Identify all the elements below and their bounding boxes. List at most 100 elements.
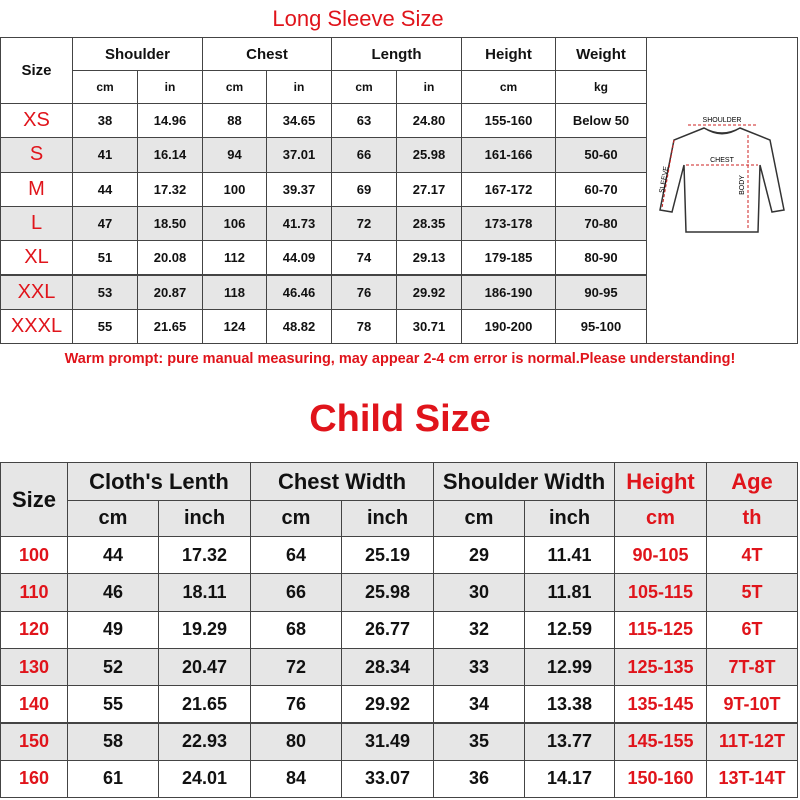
value-cell: 145-155 — [614, 722, 707, 761]
value-cell: 105-115 — [614, 573, 707, 612]
value-cell: 16.14 — [137, 137, 203, 173]
value-cell: 11T-12T — [706, 722, 798, 761]
value-cell: 4T — [706, 536, 798, 575]
value-cell: 55 — [72, 308, 138, 345]
value-cell: 34.65 — [266, 103, 332, 139]
diagram-label: SLEEVE — [659, 165, 671, 193]
value-cell: 18.11 — [158, 573, 251, 612]
unit-header: cm — [461, 70, 556, 104]
value-cell: 27.17 — [396, 171, 462, 207]
value-cell: 95-100 — [555, 308, 647, 345]
value-cell: 76 — [250, 685, 342, 724]
value-cell: 44 — [72, 171, 138, 207]
group-header: Shoulder Width — [433, 462, 615, 501]
value-cell: 100 — [202, 171, 267, 207]
size-cell: XXXL — [0, 308, 73, 345]
shirt-diagram: SHOULDER CHEST SLEEVE BODY — [659, 117, 785, 233]
group-header: Cloth's Lenth — [67, 462, 251, 501]
value-cell: 38 — [72, 103, 138, 139]
value-cell: 20.87 — [137, 274, 203, 310]
unit-header: cm — [202, 70, 267, 104]
value-cell: 44.09 — [266, 240, 332, 276]
value-cell: 68 — [250, 610, 342, 649]
value-cell: 161-166 — [461, 137, 556, 173]
group-header: Height — [461, 37, 556, 71]
value-cell: 41.73 — [266, 205, 332, 242]
value-cell: 7T-8T — [706, 647, 798, 687]
size-cell: 100 — [0, 536, 68, 575]
value-cell: 135-145 — [614, 685, 707, 724]
value-cell: 14.17 — [524, 759, 615, 799]
value-cell: 90-105 — [614, 536, 707, 575]
unit-header: cm — [72, 70, 138, 104]
value-cell: 20.47 — [158, 647, 251, 687]
diagram-label: CHEST — [710, 157, 734, 164]
value-cell: 22.93 — [158, 722, 251, 761]
size-cell: S — [0, 137, 73, 173]
value-cell: 66 — [331, 137, 397, 173]
size-cell: XXL — [0, 274, 73, 310]
value-cell: 29.13 — [396, 240, 462, 276]
value-cell: 12.59 — [524, 610, 615, 649]
value-cell: 37.01 — [266, 137, 332, 173]
value-cell: 50-60 — [555, 137, 647, 173]
value-cell: 106 — [202, 205, 267, 242]
value-cell: 80-90 — [555, 240, 647, 276]
value-cell: 115-125 — [614, 610, 707, 649]
diagram-label: SHOULDER — [703, 117, 742, 124]
value-cell: 25.19 — [341, 536, 434, 575]
value-cell: 11.81 — [524, 573, 615, 612]
value-cell: 61 — [67, 759, 159, 799]
size-cell: XS — [0, 103, 73, 139]
size-cell: M — [0, 171, 73, 207]
value-cell: 52 — [67, 647, 159, 687]
value-cell: 150-160 — [614, 759, 707, 799]
value-cell: 9T-10T — [706, 685, 798, 724]
value-cell: 66 — [250, 573, 342, 612]
value-cell: 55 — [67, 685, 159, 724]
value-cell: 190-200 — [461, 308, 556, 345]
unit-header: cm — [331, 70, 397, 104]
unit-header: inch — [524, 500, 615, 537]
value-cell: 12.99 — [524, 647, 615, 687]
value-cell: 58 — [67, 722, 159, 761]
value-cell: 30 — [433, 573, 525, 612]
unit-header: cm — [614, 500, 707, 537]
size-cell: XL — [0, 240, 73, 276]
value-cell: 53 — [72, 274, 138, 310]
unit-header: cm — [433, 500, 525, 537]
group-header: Shoulder — [72, 37, 203, 71]
value-cell: 78 — [331, 308, 397, 345]
value-cell: 33 — [433, 647, 525, 687]
value-cell: 88 — [202, 103, 267, 139]
unit-header: cm — [250, 500, 342, 537]
group-header: Chest — [202, 37, 332, 71]
value-cell: 49 — [67, 610, 159, 649]
value-cell: 36 — [433, 759, 525, 799]
value-cell: 28.34 — [341, 647, 434, 687]
size-cell: 120 — [0, 610, 68, 649]
value-cell: 29 — [433, 536, 525, 575]
child-title: Child Size — [309, 398, 491, 440]
value-cell: 21.65 — [158, 685, 251, 724]
unit-header: in — [266, 70, 332, 104]
value-cell: 46.46 — [266, 274, 332, 310]
value-cell: 20.08 — [137, 240, 203, 276]
value-cell: 19.29 — [158, 610, 251, 649]
value-cell: 13.38 — [524, 685, 615, 724]
size-cell: 130 — [0, 647, 68, 687]
value-cell: 112 — [202, 240, 267, 276]
size-header: Size — [0, 462, 68, 537]
unit-header: kg — [555, 70, 647, 104]
size-cell: 160 — [0, 759, 68, 799]
group-header: Age — [706, 462, 798, 501]
adult-note: Warm prompt: pure manual measuring, may … — [64, 351, 736, 367]
unit-header: in — [396, 70, 462, 104]
value-cell: 5T — [706, 573, 798, 612]
value-cell: 6T — [706, 610, 798, 649]
size-cell: 150 — [0, 722, 68, 761]
unit-header: inch — [158, 500, 251, 537]
value-cell: 125-135 — [614, 647, 707, 687]
group-header: Weight — [555, 37, 647, 71]
